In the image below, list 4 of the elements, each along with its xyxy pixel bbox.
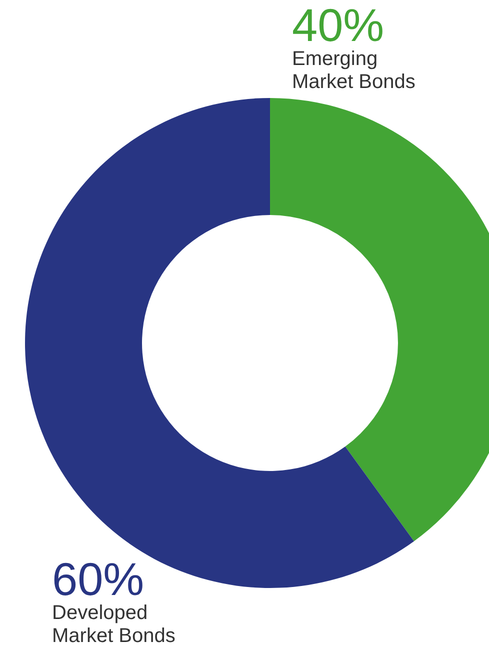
data-label: 40% — [292, 0, 386, 51]
slice-label: Developed Market Bonds — [52, 602, 176, 648]
data-label: 60% — [52, 553, 144, 605]
slice-label: Emerging Market Bonds — [292, 48, 416, 94]
